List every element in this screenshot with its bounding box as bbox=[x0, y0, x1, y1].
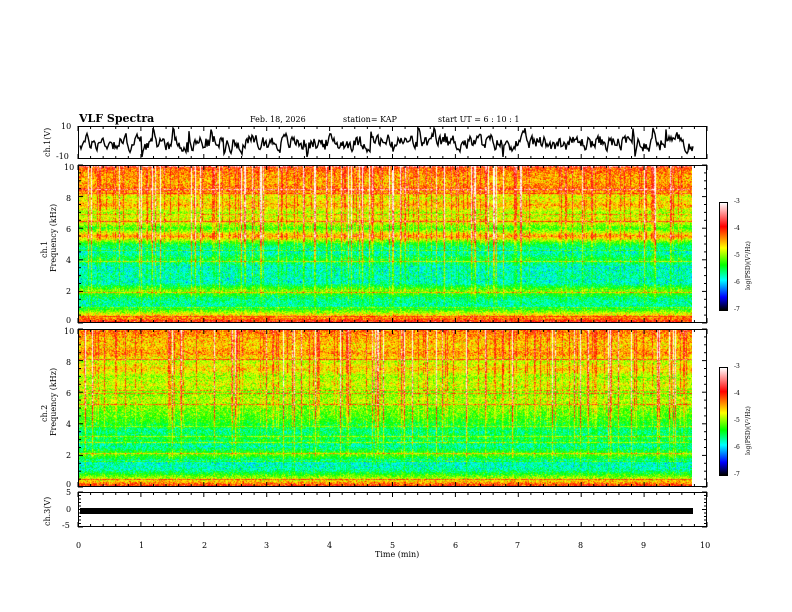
spec1-ytick-4: 4 bbox=[66, 256, 72, 265]
xtick-8: 8 bbox=[578, 541, 584, 550]
cb1-label: log(PSD)(V²/Hz) bbox=[745, 241, 752, 290]
x-axis-label: Time (min) bbox=[375, 550, 420, 559]
spec2-ylabel-channel: ch.2 bbox=[40, 404, 49, 422]
xtick-3: 3 bbox=[264, 541, 270, 550]
xtick-0: 0 bbox=[76, 541, 82, 550]
ch1-waveform-panel bbox=[78, 126, 707, 159]
xtick-7: 7 bbox=[515, 541, 521, 550]
xtick-5: 5 bbox=[390, 541, 396, 550]
spec1-ylabel-channel: ch.1 bbox=[40, 240, 49, 258]
ch3-ytick-0: 0 bbox=[66, 505, 72, 514]
ch1-colorbar bbox=[719, 202, 728, 311]
ch3-signal-band bbox=[80, 508, 693, 514]
ch3-waveform-panel bbox=[78, 492, 707, 527]
cb2-label: log(PSD)(V²/Hz) bbox=[745, 406, 752, 455]
cb2-tick-m5: -5 bbox=[734, 417, 740, 424]
spec2-ytick-10: 10 bbox=[64, 327, 75, 336]
cb1-tick-m4: -4 bbox=[734, 225, 740, 232]
date-label: Feb. 18, 2026 bbox=[250, 115, 306, 124]
cb1-tick-m6: -6 bbox=[734, 279, 740, 286]
spec1-ytick-2: 2 bbox=[66, 287, 72, 296]
ch3-ytick-m5: -5 bbox=[62, 521, 70, 530]
spec1-ylabel-frequency: Frequency (kHz) bbox=[49, 203, 58, 272]
cb2-tick-m7: -7 bbox=[734, 471, 740, 478]
xtick-2: 2 bbox=[202, 541, 208, 550]
ch1-wave-ymin-label: -10 bbox=[56, 152, 69, 161]
spec2-ylabel-frequency: Frequency (kHz) bbox=[49, 367, 58, 436]
cb2-tick-m3: -3 bbox=[734, 363, 740, 370]
xtick-4: 4 bbox=[327, 541, 333, 550]
cb1-tick-m7: -7 bbox=[734, 306, 740, 313]
ch2-colorbar bbox=[719, 367, 728, 476]
spec1-ytick-6: 6 bbox=[66, 225, 72, 234]
ch1-waveform-line bbox=[79, 127, 694, 158]
spec2-ytick-0: 0 bbox=[66, 480, 72, 489]
xtick-6: 6 bbox=[453, 541, 459, 550]
spec2-ytick-8: 8 bbox=[66, 358, 72, 367]
ch2-spectrogram-panel bbox=[78, 329, 707, 487]
ch2-spectrogram bbox=[79, 330, 692, 486]
xtick-10: 10 bbox=[700, 541, 711, 550]
station-label: station= KAP bbox=[343, 115, 397, 124]
cb1-tick-m5: -5 bbox=[734, 252, 740, 259]
xtick-9: 9 bbox=[641, 541, 647, 550]
cb2-tick-m4: -4 bbox=[734, 390, 740, 397]
spec2-ytick-2: 2 bbox=[66, 451, 72, 460]
ch1-waveform-plot bbox=[79, 127, 694, 158]
ch3-ytick-5: 5 bbox=[66, 488, 72, 497]
spec1-ytick-0: 0 bbox=[66, 316, 72, 325]
xtick-1: 1 bbox=[139, 541, 145, 550]
cb1-tick-m3: -3 bbox=[734, 198, 740, 205]
spec1-ytick-8: 8 bbox=[66, 194, 72, 203]
ch1-spectrogram-panel bbox=[78, 165, 707, 323]
ch1-wave-ymax-label: 10 bbox=[61, 122, 72, 131]
ch3-ylabel: ch.3(V) bbox=[43, 496, 52, 526]
spec1-ytick-10: 10 bbox=[64, 163, 75, 172]
cb2-tick-m6: -6 bbox=[734, 444, 740, 451]
ch1-wave-ylabel: ch.1(V) bbox=[43, 127, 52, 157]
spec2-ytick-4: 4 bbox=[66, 420, 72, 429]
spec2-ytick-6: 6 bbox=[66, 389, 72, 398]
ch1-spectrogram bbox=[79, 166, 692, 322]
ch3-waveform-plot bbox=[80, 508, 693, 514]
start-time-label: start UT = 6 : 10 : 1 bbox=[438, 115, 520, 124]
chart-title: VLF Spectra bbox=[79, 112, 155, 125]
